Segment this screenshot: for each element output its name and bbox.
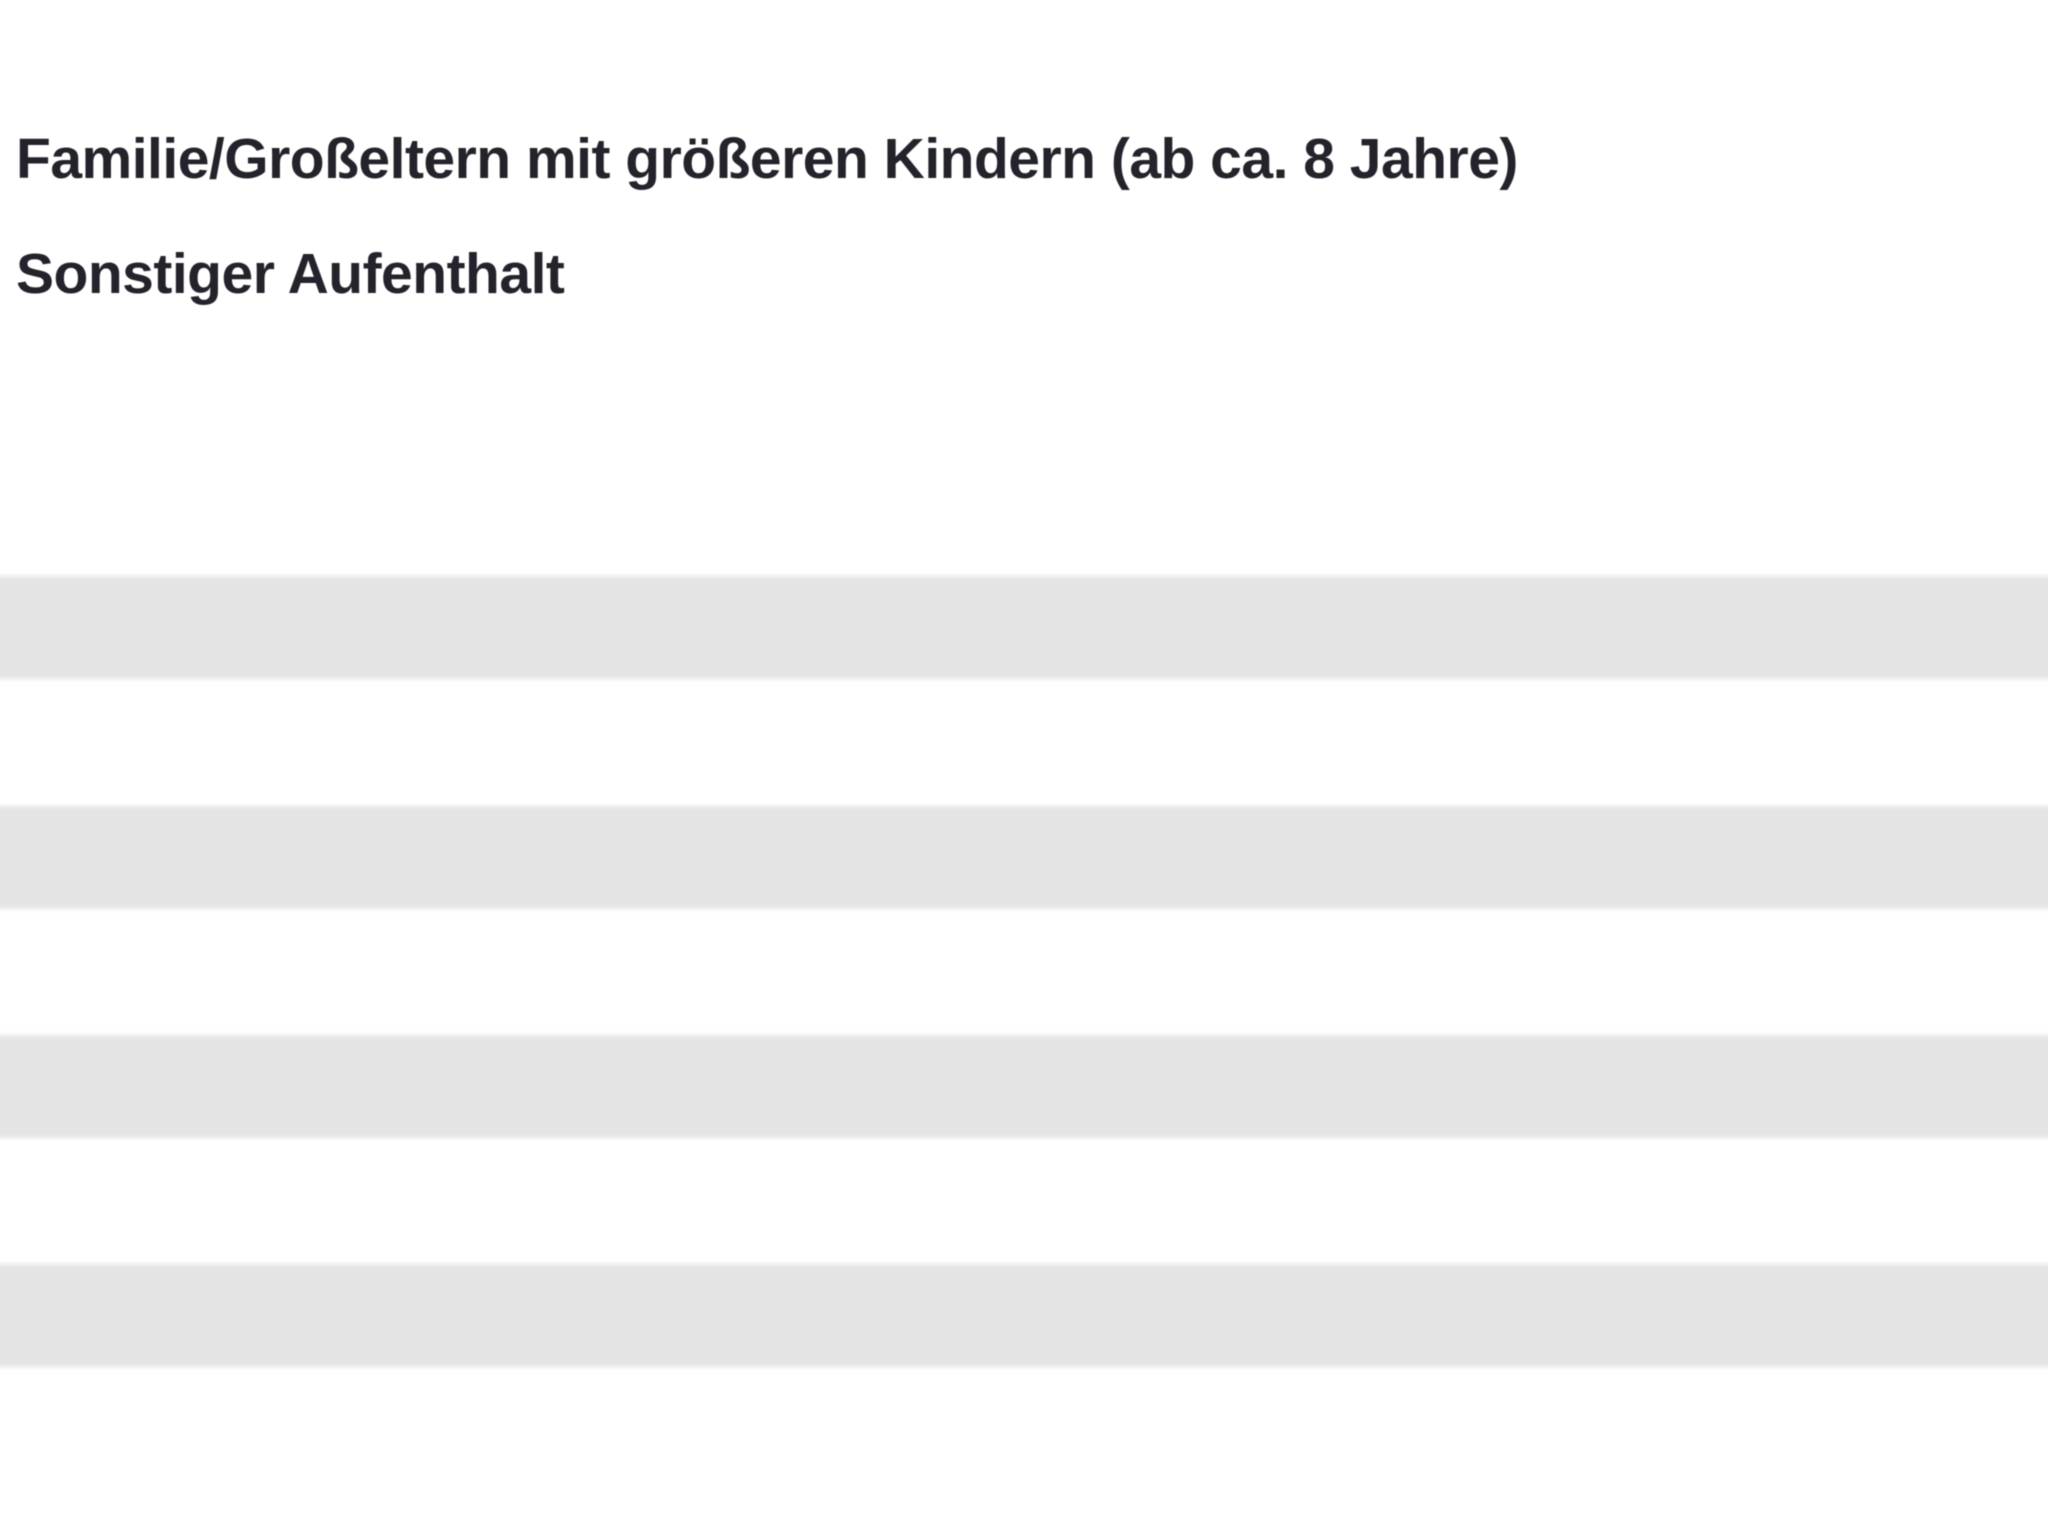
skeleton-row [0, 806, 2048, 909]
skeleton-row [0, 576, 2048, 679]
list-option-familie-grosseltern-groessere-kinder[interactable]: Familie/Großeltern mit größeren Kindern … [16, 127, 1518, 191]
skeleton-row [0, 1035, 2048, 1138]
list-option-sonstiger-aufenthalt[interactable]: Sonstiger Aufenthalt [16, 242, 565, 306]
skeleton-row [0, 1264, 2048, 1367]
